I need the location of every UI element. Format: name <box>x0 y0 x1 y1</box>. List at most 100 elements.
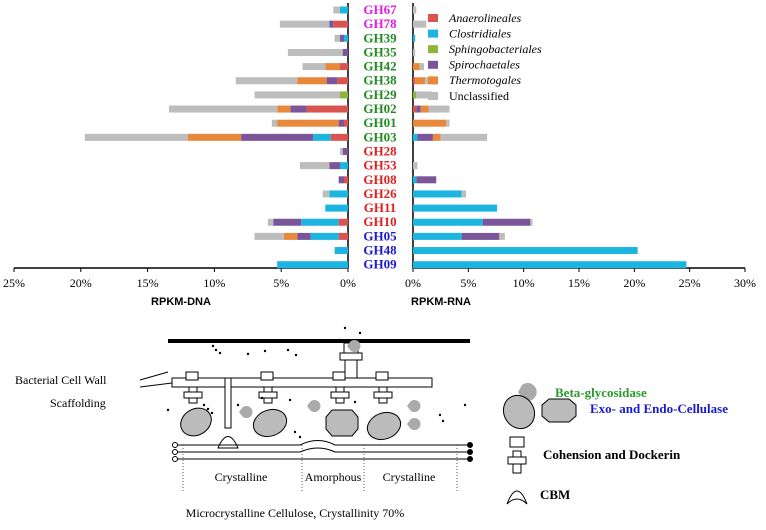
bar-segment <box>338 232 348 240</box>
bar-segment <box>235 77 298 85</box>
category-label: GH26 <box>363 186 397 201</box>
dots <box>166 326 467 439</box>
bar-segment <box>432 133 441 141</box>
bar-segment <box>413 63 420 71</box>
bar-segment <box>287 48 343 56</box>
x-tick-label: 15% <box>137 276 159 290</box>
bar-segment <box>299 162 330 170</box>
bar-segment <box>413 119 447 127</box>
bar-segment <box>283 232 298 240</box>
category-label: GH39 <box>363 30 397 45</box>
category-label: GH53 <box>363 158 397 173</box>
bar-segment <box>413 190 462 198</box>
axis-label: RPKM-RNA <box>411 296 471 308</box>
bar-segment <box>339 6 348 14</box>
bar-segment <box>329 162 340 170</box>
bar-segment <box>326 77 338 85</box>
legend-swatch <box>428 45 438 54</box>
bar-segment <box>339 63 348 71</box>
bar-segment <box>342 48 348 56</box>
diagram: Bacterial Cell Wall Scaffolding Crystall… <box>15 326 728 520</box>
bar-segment <box>343 119 348 127</box>
bar-segment <box>428 105 450 113</box>
bar-segment <box>297 77 327 85</box>
bar-segment <box>413 20 427 28</box>
bar-segment <box>302 63 326 71</box>
bar-segment <box>277 119 339 127</box>
category-label: GH28 <box>363 143 397 158</box>
legend-label: CBM <box>540 487 570 502</box>
label: Scaffolding <box>50 396 106 410</box>
bar-segment <box>334 34 340 42</box>
bar-segment <box>420 105 429 113</box>
bar-segment <box>297 232 311 240</box>
bar-segment <box>413 232 462 240</box>
bar-segment <box>310 232 339 240</box>
category-label: GH05 <box>363 228 397 243</box>
x-tick-label: 5% <box>460 276 476 290</box>
bar-segment <box>325 63 340 71</box>
leader-line <box>139 371 173 388</box>
anchor <box>339 352 363 361</box>
bar-segment <box>338 119 344 127</box>
bar-segment <box>343 176 348 184</box>
bar-segment <box>416 91 432 99</box>
legend-label: Beta-glycosidase <box>555 385 647 400</box>
caption: Microcrystalline Cellulose, Crystallinit… <box>186 506 405 520</box>
category-label: GH29 <box>363 87 397 102</box>
legend-swatch <box>428 76 438 85</box>
bar-segment <box>277 261 348 269</box>
bar-segment <box>482 218 531 226</box>
bar-segment <box>461 232 500 240</box>
bar-segment <box>334 247 348 255</box>
legend-label: Cohension and Dockerin <box>543 447 681 462</box>
x-tick-label: 25% <box>3 276 25 290</box>
region-dividers <box>182 445 458 492</box>
bar-segment <box>301 218 339 226</box>
bar-segment <box>417 133 433 141</box>
bar-segment <box>313 133 331 141</box>
legend-swatch <box>428 29 438 38</box>
bar-segment <box>413 247 638 255</box>
bar-segment <box>413 162 418 170</box>
x-tick-label: 0% <box>340 276 356 290</box>
bar-segment <box>342 148 348 155</box>
bar-segment <box>413 105 417 113</box>
x-tick-label: 10% <box>203 276 225 290</box>
beta-glycosidase-icons <box>239 340 421 431</box>
label: Amorphous <box>305 470 362 484</box>
connector <box>344 359 358 379</box>
bar-segment <box>339 34 344 42</box>
legend-label: Spirochaetales <box>449 58 520 72</box>
bar-segment <box>413 204 498 212</box>
bar-segment <box>254 91 340 99</box>
scaffolding-bar <box>171 377 433 388</box>
category-label: GH38 <box>363 73 397 88</box>
bar-segment <box>499 232 505 240</box>
bar-segment <box>254 232 284 240</box>
legend-icon <box>506 490 528 505</box>
bar-segment <box>333 6 340 14</box>
legend-swatch <box>428 60 438 69</box>
category-label: GH08 <box>363 172 397 187</box>
bar-segment <box>84 133 188 141</box>
bar-segment <box>425 77 430 85</box>
bar-segment <box>273 218 302 226</box>
bar-segment <box>339 148 343 155</box>
bar-segment <box>339 91 348 99</box>
legend-label: Unclassified <box>449 89 509 103</box>
bar-segment <box>416 105 421 113</box>
x-tick-label: 0% <box>405 276 421 290</box>
x-tick-label: 25% <box>679 276 701 290</box>
category-label: GH03 <box>363 129 397 144</box>
category-label: GH11 <box>364 200 397 215</box>
bar-segment <box>413 261 687 269</box>
bar-segment <box>419 63 425 71</box>
x-tick-label: 15% <box>568 276 590 290</box>
axis-label: RPKM-DNA <box>151 296 211 308</box>
enzyme-units <box>180 371 402 449</box>
legend-label: Sphingobacteriales <box>449 42 542 56</box>
legend-swatch <box>428 92 438 100</box>
category-label: GH42 <box>363 59 396 74</box>
bar-segment <box>168 105 278 113</box>
